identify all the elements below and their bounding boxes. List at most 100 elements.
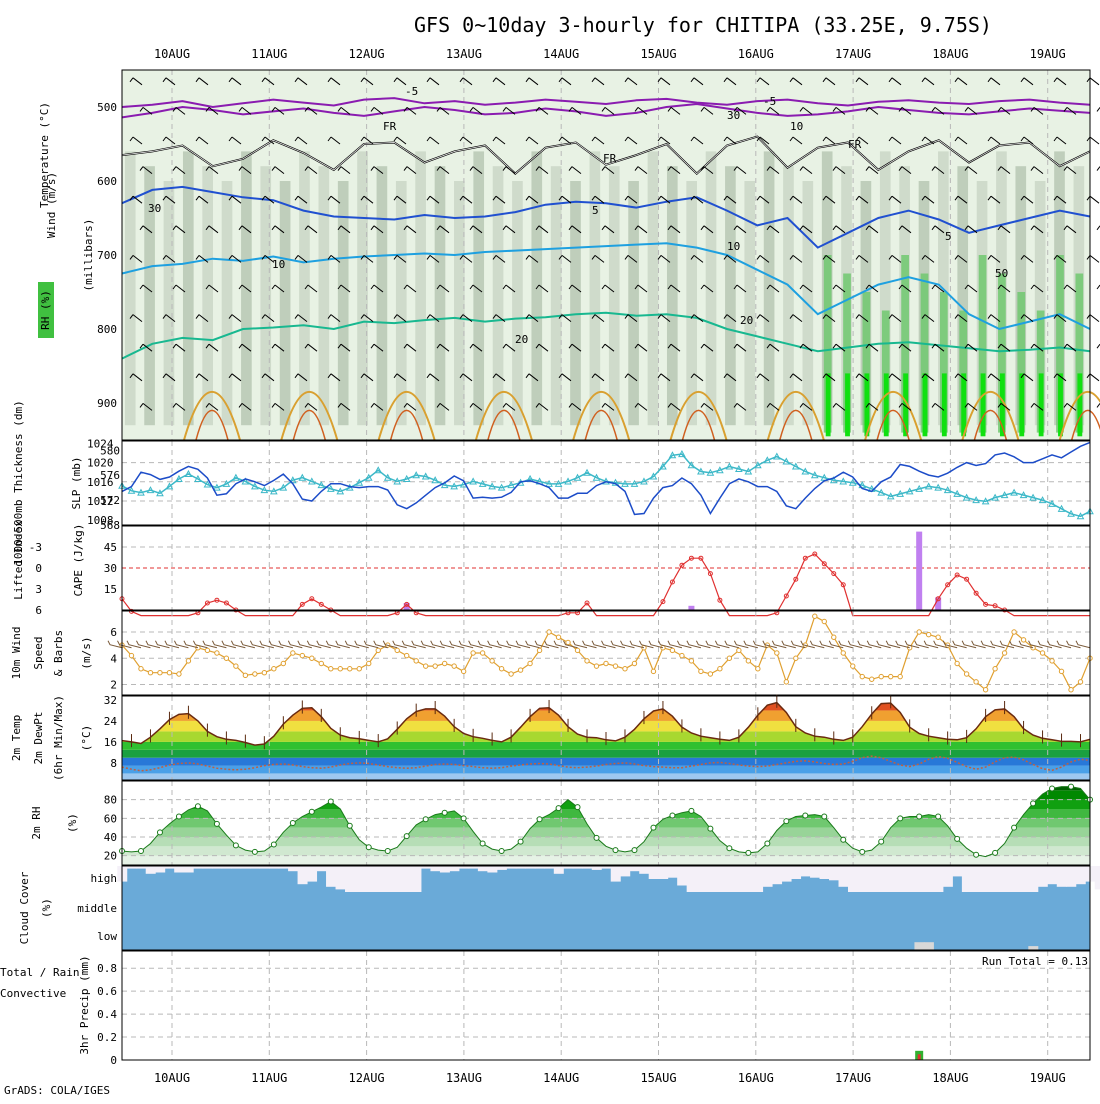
rh-point — [308, 808, 315, 815]
wind-barb — [492, 255, 506, 263]
high-cloud-gap — [221, 866, 232, 869]
wind-barb — [1053, 77, 1067, 86]
rh-point — [270, 841, 277, 848]
wind-barb — [327, 195, 341, 204]
wind-barb — [487, 640, 502, 649]
rh-shade — [647, 151, 659, 426]
rh-point — [992, 849, 999, 856]
wind-barb — [657, 373, 671, 382]
wind-barb — [601, 640, 616, 649]
wind-barb — [634, 166, 648, 174]
wind-barb — [1020, 255, 1034, 263]
wind-speed-point — [574, 647, 581, 654]
thickness-point — [270, 487, 278, 495]
panel-frame — [121, 610, 1091, 696]
wind-speed-point — [612, 663, 619, 669]
rh-band — [122, 837, 1090, 847]
rh-shade-saturated — [980, 373, 986, 437]
rh-shade — [454, 181, 465, 426]
wind-barb — [954, 77, 968, 86]
rh-point — [194, 803, 201, 810]
rh-point — [745, 849, 752, 856]
thickness-point — [127, 486, 136, 494]
rh-shade — [725, 166, 736, 426]
minmax-label: (6hr Min/Max) — [52, 695, 65, 781]
wind-barb — [502, 225, 516, 234]
wind-barb — [195, 136, 209, 145]
high-cloud-gap — [212, 866, 223, 869]
rh-shade-saturated — [1019, 373, 1025, 437]
high-cloud-gap — [164, 866, 175, 869]
wind-barb — [117, 640, 132, 649]
wind-barb — [931, 166, 945, 174]
rh-shade — [376, 166, 388, 426]
slp-label: SLP (mb) — [70, 457, 83, 510]
wind-barb — [426, 373, 440, 382]
cloud-unit: (%) — [40, 898, 53, 918]
wind-barb — [436, 403, 450, 411]
wind-barb — [624, 314, 638, 322]
wind-barb — [304, 343, 318, 352]
wind-speed-point — [498, 666, 505, 672]
cape-tick: 45 — [104, 541, 117, 554]
rh-shade-saturated — [1058, 373, 1063, 437]
isotherm-25 — [487, 409, 521, 441]
wind-barb — [629, 640, 645, 649]
wind-barb — [304, 225, 318, 234]
wind-barb — [129, 255, 143, 263]
wind-barb — [921, 77, 935, 86]
thickness-point — [763, 456, 772, 464]
li-point — [812, 551, 818, 557]
thickness-tick: 576 — [100, 469, 120, 482]
wind-barb — [129, 195, 143, 204]
wind-barb — [1028, 640, 1043, 649]
wind-barb — [690, 195, 704, 204]
high-cloud-gap — [715, 866, 726, 892]
wind-barb — [657, 255, 671, 263]
rh2m-label: 2m RH — [30, 806, 43, 839]
wind-barb — [228, 314, 242, 322]
thickness-point — [393, 477, 402, 485]
wind-barb — [515, 640, 531, 649]
rh-shade — [337, 181, 349, 426]
wind-barb — [733, 343, 747, 352]
wind-barb — [700, 343, 714, 352]
date-label: 17AUG — [835, 1071, 871, 1085]
wind-barb — [183, 640, 199, 649]
wind-barb — [492, 314, 506, 322]
rh-point — [574, 804, 581, 811]
thickness-point — [687, 461, 696, 469]
contour-label: FR — [848, 138, 862, 151]
wind-speed-point — [166, 669, 173, 676]
wind-speed-point — [366, 660, 372, 667]
wind-barb — [426, 255, 440, 263]
wind-barb — [172, 284, 186, 293]
rh-point — [802, 812, 809, 819]
wind-barb — [238, 166, 252, 174]
wind-barb — [914, 640, 929, 649]
wind-speed-point — [831, 634, 837, 640]
high-cloud-gap — [639, 866, 650, 874]
wind-barb — [360, 77, 374, 86]
wind-barb — [838, 640, 853, 649]
date-label: 17AUG — [835, 47, 871, 61]
wind-speed-point — [508, 671, 514, 677]
li-point — [793, 576, 799, 582]
rh-shade-moist — [862, 292, 871, 433]
panels: -5-5FRFRFR551010202030305010500600700800… — [0, 69, 1100, 1067]
date-label: 11AUG — [251, 47, 287, 61]
li-point — [223, 600, 229, 606]
wind-speed-point — [888, 673, 894, 680]
thickness-point — [896, 489, 905, 497]
wind-barb — [337, 107, 351, 115]
thickness-point — [583, 468, 591, 476]
wind-barb — [898, 343, 912, 352]
wind-speed-point — [707, 671, 714, 677]
cloud-panel: high middle low Cloud Cover (%) — [18, 865, 1100, 951]
wind-barb — [195, 77, 209, 86]
wind-barb — [790, 640, 806, 649]
contour-label: 10 — [727, 240, 740, 253]
wind-barb — [667, 284, 681, 293]
rh-point — [365, 844, 372, 851]
li-point — [404, 601, 410, 607]
